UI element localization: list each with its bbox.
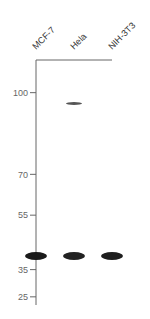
svg-text:MCF-7: MCF-7 — [30, 25, 57, 52]
svg-text:70: 70 — [18, 170, 28, 180]
svg-text:35: 35 — [18, 265, 28, 275]
svg-text:55: 55 — [18, 210, 28, 220]
svg-text:25: 25 — [18, 292, 28, 302]
svg-text:100: 100 — [13, 88, 28, 98]
svg-text:Hela: Hela — [68, 31, 88, 51]
svg-text:NIH-3T3: NIH-3T3 — [106, 20, 137, 51]
